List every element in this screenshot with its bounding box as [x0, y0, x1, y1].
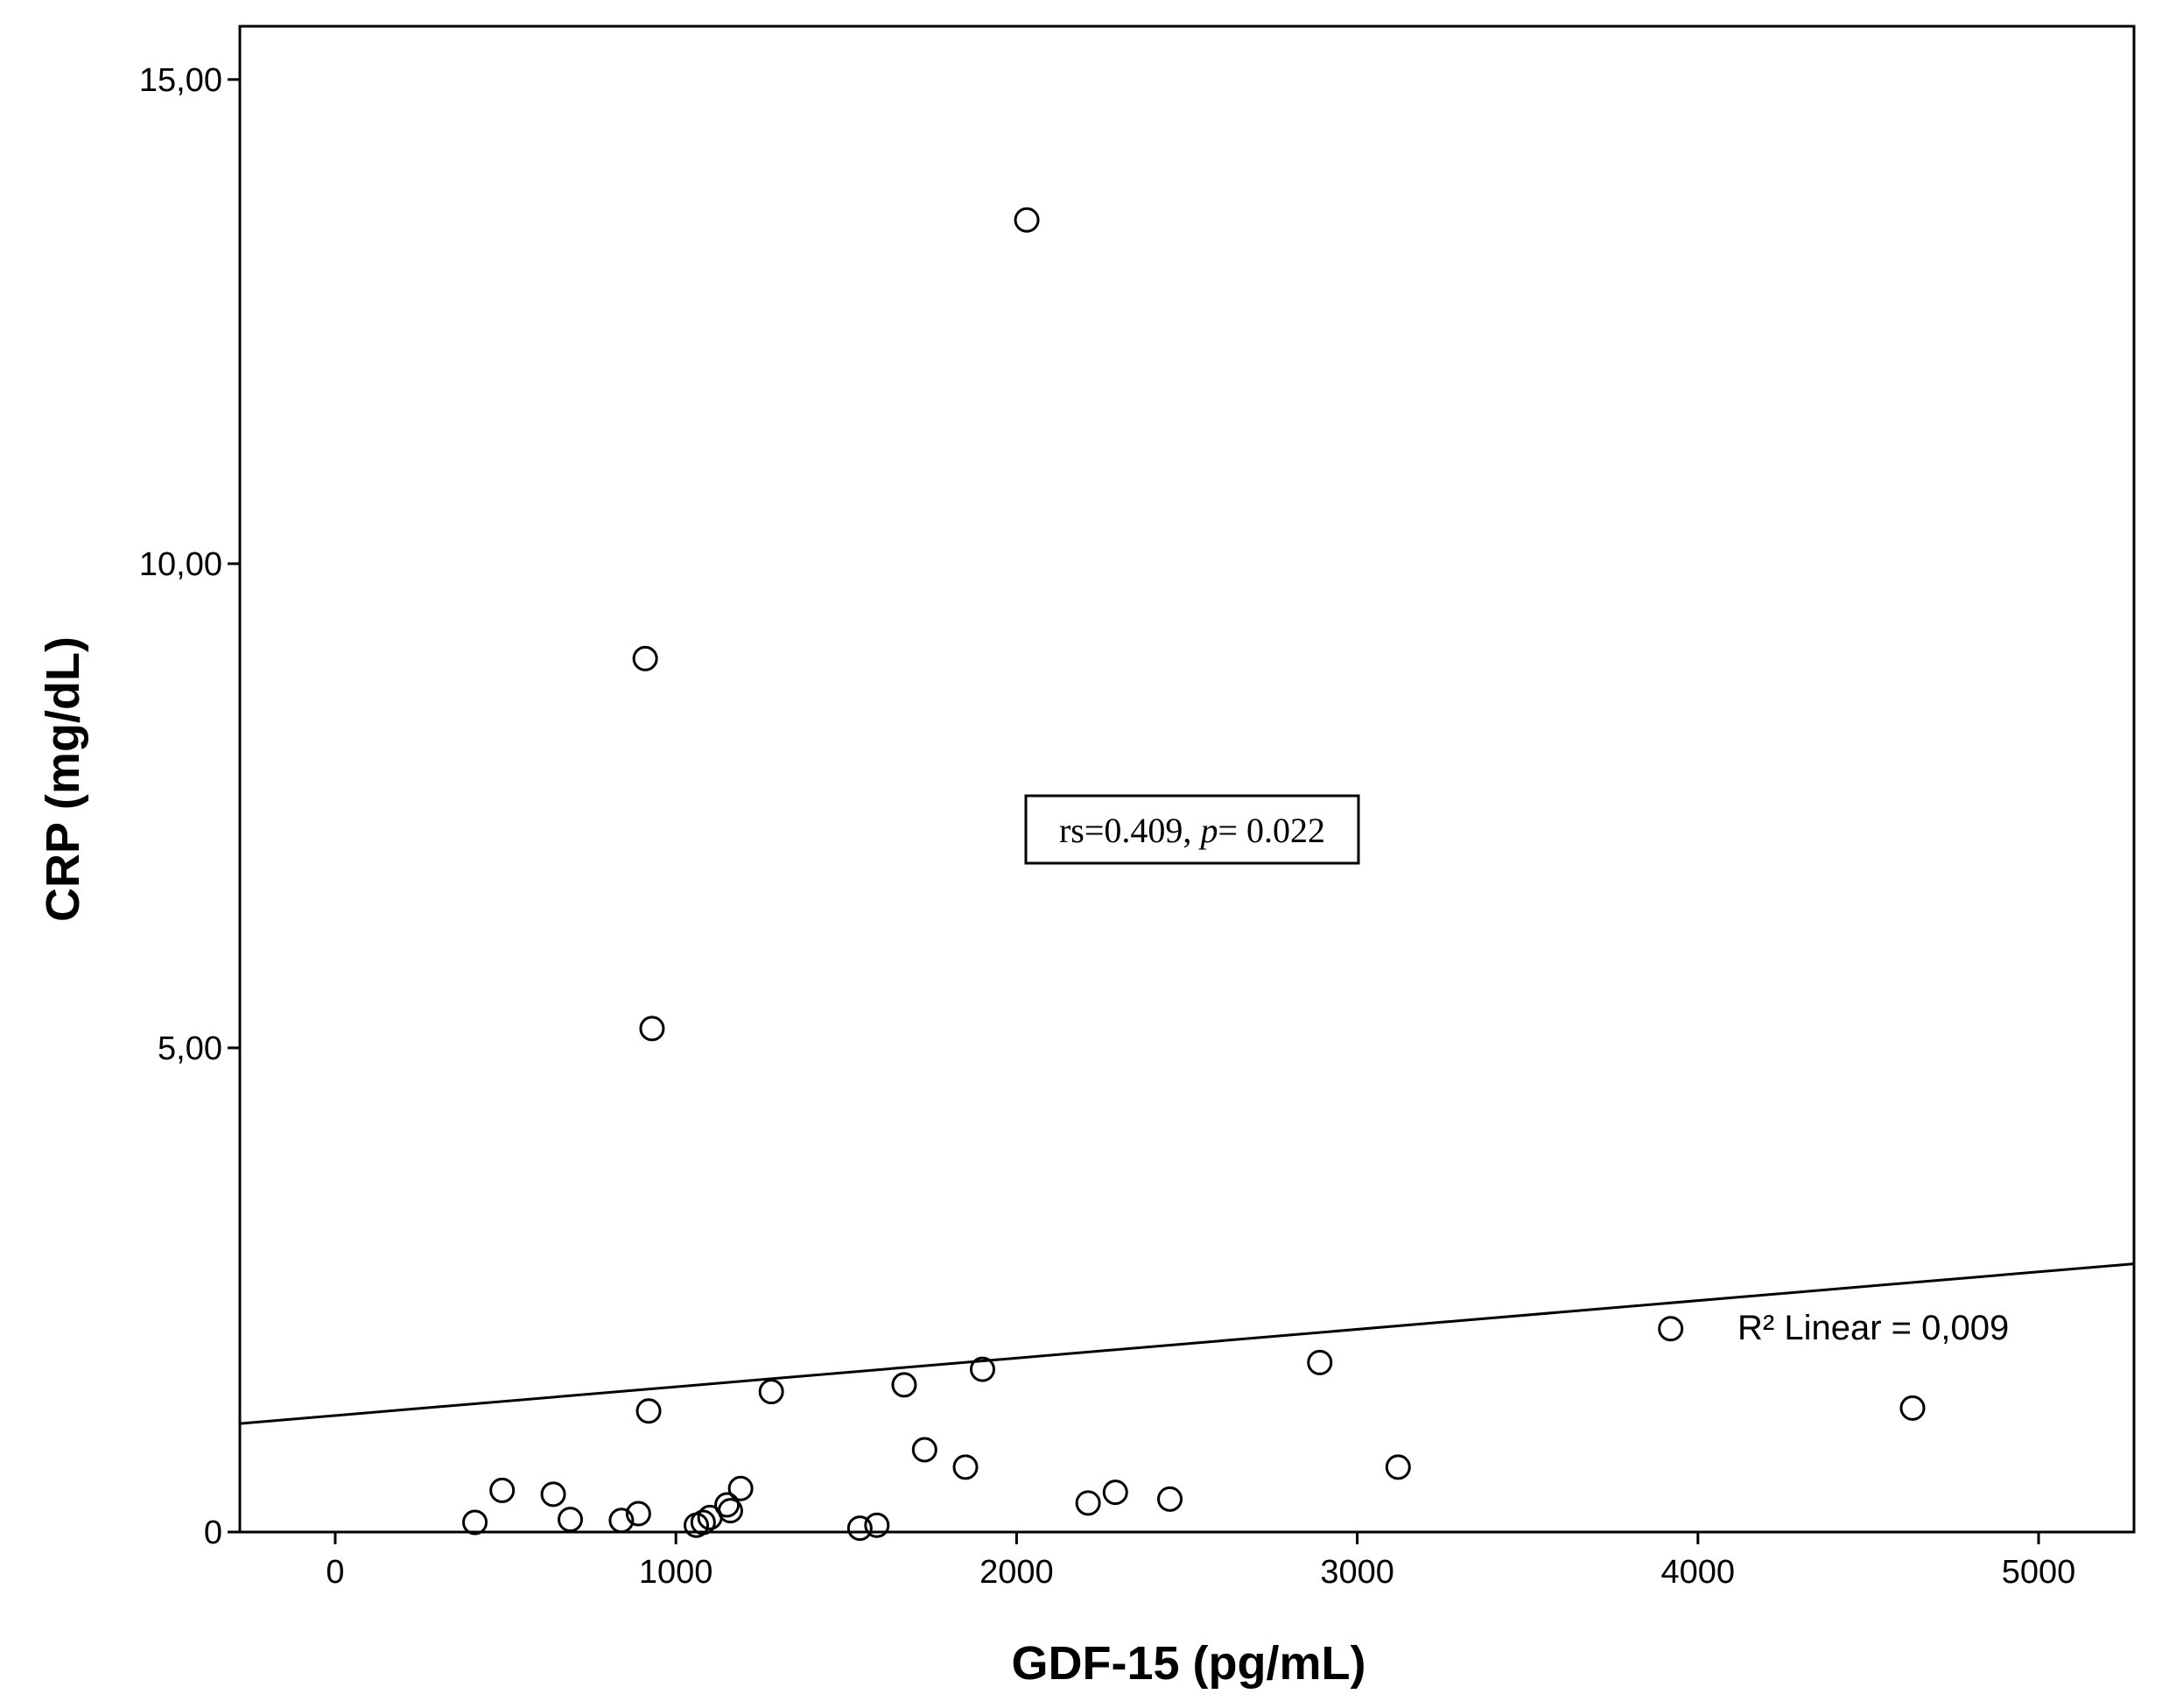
plot-frame [238, 25, 2136, 1534]
p-symbol: p [1197, 811, 1218, 850]
data-point [690, 1509, 716, 1536]
y-tick-label: 0 [204, 1515, 222, 1551]
stats-annotation-box [1024, 794, 1360, 865]
data-point [717, 1498, 743, 1524]
data-point [462, 1509, 488, 1536]
y-axis: 0 5,00 10,00 15,00 [139, 62, 240, 1551]
data-point [1157, 1486, 1183, 1512]
data-point [1658, 1316, 1684, 1342]
data-point [625, 1501, 651, 1527]
y-axis-title: CRP (mg/dL) [37, 636, 89, 922]
y-tick-label: 10,00 [139, 546, 222, 583]
data-point [608, 1508, 635, 1534]
data-point [758, 1379, 784, 1405]
data-point [727, 1475, 754, 1501]
data-point [864, 1512, 890, 1538]
data-point [1899, 1395, 1926, 1421]
data-point [635, 1398, 662, 1424]
p-value: = 0.022 [1218, 811, 1325, 850]
stats-annotation: rs=0.409, p= 0.022 [1024, 794, 1360, 865]
x-axis: 0 1000 2000 3000 4000 5000 [326, 1532, 2075, 1591]
data-point [714, 1492, 741, 1518]
data-point [1075, 1490, 1101, 1516]
data-point [1307, 1349, 1333, 1375]
data-point [846, 1515, 873, 1542]
data-point [911, 1437, 937, 1463]
data-point [558, 1507, 584, 1533]
x-tick-label: 4000 [1661, 1554, 1736, 1591]
x-axis-title: GDF-15 (pg/mL) [1012, 1637, 1366, 1690]
data-point [1102, 1480, 1128, 1506]
data-points [462, 207, 1926, 1542]
rs-symbol: rs [1059, 811, 1085, 850]
x-tick-label: 1000 [639, 1554, 713, 1591]
data-point [1385, 1454, 1411, 1480]
data-point [489, 1477, 516, 1503]
data-point [632, 645, 658, 671]
y-tick-label: 5,00 [158, 1030, 222, 1067]
x-tick-label: 3000 [1320, 1554, 1394, 1591]
fit-line-label: R² Linear = 0,009 [1737, 1309, 2009, 1347]
x-tick-label: 5000 [2002, 1554, 2076, 1591]
data-point [1014, 207, 1040, 233]
fit-line-layer [239, 1262, 2135, 1425]
data-point [969, 1356, 995, 1382]
data-point [639, 1016, 665, 1042]
rs-value: =0.409, [1085, 811, 1201, 850]
x-tick-label: 0 [326, 1554, 344, 1591]
data-point [891, 1372, 917, 1398]
fit-line [239, 1262, 2135, 1425]
data-point [540, 1481, 566, 1508]
x-tick-label: 2000 [979, 1554, 1054, 1591]
data-point [952, 1454, 979, 1480]
y-tick-label: 15,00 [139, 62, 222, 99]
stats-annotation-text: rs=0.409, p= 0.022 [1059, 811, 1325, 850]
